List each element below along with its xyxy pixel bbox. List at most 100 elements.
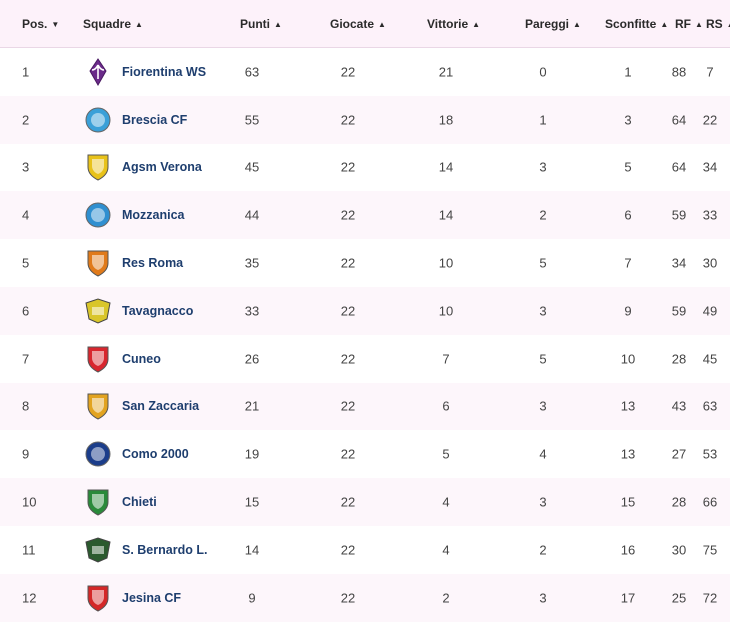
draws-cell: 3 [539,590,547,606]
table-row: 4 Mozzanica 44 22 14 2 6 59 33 [0,191,730,240]
jesina-shield-logo[interactable] [83,583,113,613]
como-ball-logo[interactable] [83,439,113,469]
team-name-link[interactable]: Brescia CF [122,112,188,127]
team-name-link[interactable]: Agsm Verona [122,160,202,175]
sort-asc-icon: ▲ [274,20,282,29]
sort-asc-icon: ▲ [472,20,481,29]
table-row: 11 S. Bernardo L. 14 22 4 2 16 30 75 [0,526,730,574]
team-name-link[interactable]: San Zaccaria [122,399,200,414]
played-cell: 22 [340,446,356,462]
points-cell: 15 [244,494,260,510]
played-cell: 22 [340,351,356,367]
points-cell: 45 [244,159,260,175]
header-label: Sconfitte [605,17,657,31]
points-cell: 14 [244,542,260,558]
points-cell: 55 [244,112,260,128]
position-cell: 7 [22,351,30,367]
team-name-link[interactable]: Cuneo [122,351,161,366]
goals-against-cell: 75 [702,542,718,558]
played-cell: 22 [340,398,356,414]
goals-against-cell: 7 [706,64,714,80]
draws-cell: 2 [539,542,547,558]
sort-header-rf[interactable]: RF ▲ [675,17,703,31]
goals-against-cell: 30 [702,255,718,271]
sort-header-squadre[interactable]: Squadre ▲ [83,17,143,31]
losses-cell: 9 [624,303,632,319]
goals-for-cell: 28 [671,494,687,510]
losses-cell: 13 [620,398,636,414]
goals-against-cell: 22 [702,112,718,128]
draws-cell: 3 [539,303,547,319]
losses-cell: 16 [620,542,636,558]
mozzanica-ball-logo[interactable] [83,200,113,230]
points-cell: 19 [244,446,260,462]
sort-header-punti[interactable]: Punti ▲ [240,17,282,31]
wins-cell: 14 [438,207,454,223]
losses-cell: 13 [620,446,636,462]
points-cell: 21 [244,398,260,414]
draws-cell: 0 [539,64,547,80]
team-name-link[interactable]: Res Roma [122,256,184,271]
goals-against-cell: 53 [702,446,718,462]
position-cell: 1 [22,64,30,80]
table-row: 5 Res Roma 35 22 10 5 7 34 30 [0,239,730,287]
sort-asc-icon: ▲ [727,20,730,29]
played-cell: 22 [340,303,356,319]
san-zaccaria-shield-logo[interactable] [83,391,113,421]
sort-asc-icon: ▲ [135,20,143,29]
team-name-link[interactable]: Chieti [122,495,157,510]
chieti-shield-logo[interactable] [83,487,113,517]
goals-for-cell: 34 [671,255,687,271]
team-name-link[interactable]: Como 2000 [122,447,189,462]
sort-header-vittorie[interactable]: Vittorie ▲ [427,17,480,31]
tavagnacco-crest-logo[interactable] [83,296,113,326]
team-name-link[interactable]: Tavagnacco [122,303,194,318]
sort-header-rs[interactable]: RS ▲ [706,17,730,31]
res-roma-shield-logo[interactable] [83,248,113,278]
verona-shield-logo[interactable] [83,152,113,182]
draws-cell: 1 [539,112,547,128]
sort-header-pos[interactable]: Pos. ▼ [22,17,59,31]
wins-cell: 21 [438,64,454,80]
header-label: Punti [240,17,270,31]
goals-against-cell: 45 [702,351,718,367]
position-cell: 2 [22,112,30,128]
cuneo-shield-logo[interactable] [83,344,113,374]
draws-cell: 5 [539,255,547,271]
draws-cell: 3 [539,494,547,510]
goals-for-cell: 88 [671,64,687,80]
team-name-link[interactable]: Fiorentina WS [122,64,207,79]
losses-cell: 6 [624,207,632,223]
played-cell: 22 [340,494,356,510]
losses-cell: 15 [620,494,636,510]
sort-header-giocate[interactable]: Giocate ▲ [330,17,386,31]
team-name-link[interactable]: Jesina CF [122,590,182,605]
sort-header-sconfitte[interactable]: Sconfitte ▲ [605,17,668,31]
goals-for-cell: 64 [671,112,687,128]
losses-cell: 10 [620,351,636,367]
wins-cell: 14 [438,159,454,175]
header-label: Vittorie [427,17,469,31]
team-name-link[interactable]: S. Bernardo L. [122,542,208,557]
sort-asc-icon: ▲ [573,20,581,29]
goals-against-cell: 49 [702,303,718,319]
header-label: RF [675,17,691,31]
losses-cell: 17 [620,590,636,606]
header-label: Giocate [330,17,375,31]
goals-for-cell: 59 [671,207,687,223]
fiorentina-lily-logo[interactable] [83,57,113,87]
team-name-link[interactable]: Mozzanica [122,208,185,223]
position-cell: 11 [22,542,36,558]
sort-asc-icon: ▲ [378,20,386,29]
san-bernardo-crest-logo[interactable] [83,535,113,565]
points-cell: 63 [244,64,260,80]
sort-header-pareggi[interactable]: Pareggi ▲ [525,17,581,31]
points-cell: 33 [244,303,260,319]
table-row: 3 Agsm Verona 45 22 14 3 5 64 34 [0,144,730,192]
draws-cell: 2 [539,207,547,223]
sort-asc-icon: ▲ [660,20,669,29]
brescia-lion-logo[interactable] [83,105,113,135]
played-cell: 22 [340,207,356,223]
losses-cell: 1 [624,64,632,80]
played-cell: 22 [340,255,356,271]
